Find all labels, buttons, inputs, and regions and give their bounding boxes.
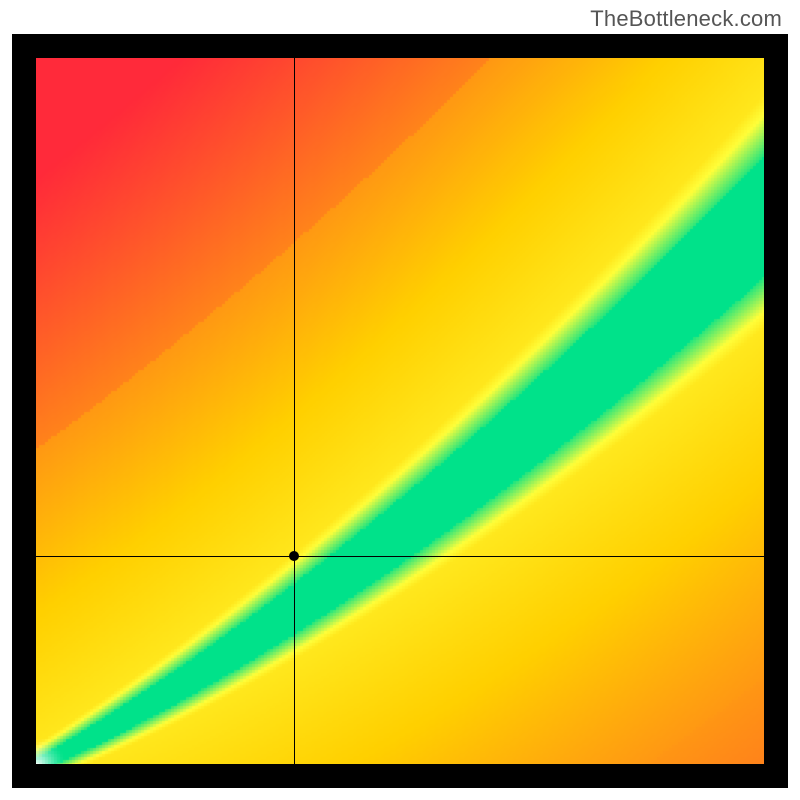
crosshair-horizontal xyxy=(36,556,764,557)
heatmap-canvas xyxy=(36,58,764,764)
crosshair-marker xyxy=(289,551,299,561)
chart-container: TheBottleneck.com xyxy=(0,0,800,800)
plot-area xyxy=(36,58,764,764)
crosshair-vertical xyxy=(294,58,295,764)
watermark-text: TheBottleneck.com xyxy=(590,6,782,32)
